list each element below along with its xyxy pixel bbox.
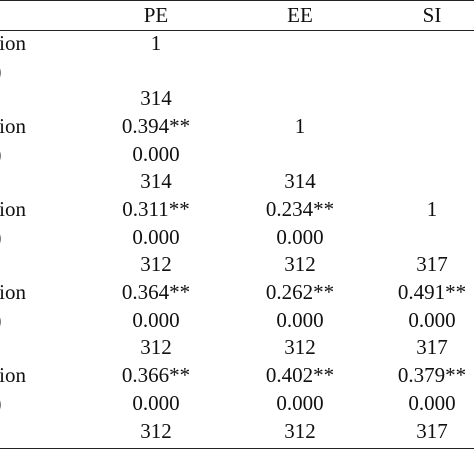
ee-n-2: 314 bbox=[284, 169, 316, 193]
ee-r-5: 0.402** bbox=[265, 363, 335, 387]
pe-n-5: 312 bbox=[140, 419, 172, 443]
row-label-3-correlation: ation bbox=[0, 197, 26, 221]
si-r-5: 0.379** bbox=[397, 363, 467, 387]
si-n-5: 317 bbox=[416, 419, 448, 443]
column-header-pe: PE bbox=[143, 3, 169, 27]
ee-sig-4: 0.000 bbox=[276, 308, 324, 332]
ee-sig-3: 0.000 bbox=[276, 225, 324, 249]
pe-n-2: 314 bbox=[140, 169, 172, 193]
pe-sig-4: 0.000 bbox=[132, 308, 180, 332]
row-label-3-sig: d) bbox=[0, 227, 2, 248]
pe-sig-2: 0.000 bbox=[132, 142, 180, 166]
pe-r-5: 0.366** bbox=[121, 363, 191, 387]
table-top-rule bbox=[0, 0, 474, 1]
column-header-ee: EE bbox=[287, 3, 313, 27]
row-label-2-sig: d) bbox=[0, 144, 2, 165]
pe-r-2: 0.394** bbox=[121, 114, 191, 138]
si-r-3: 1 bbox=[426, 197, 438, 221]
si-r-4: 0.491** bbox=[397, 280, 467, 304]
table-header-rule bbox=[0, 30, 474, 31]
pe-r-4: 0.364** bbox=[121, 280, 191, 304]
ee-sig-5: 0.000 bbox=[276, 391, 324, 415]
pe-sig-5: 0.000 bbox=[132, 391, 180, 415]
pe-n-4: 312 bbox=[140, 335, 172, 359]
ee-r-2: 1 bbox=[294, 114, 306, 138]
column-header-si: SI bbox=[422, 3, 442, 27]
pe-r-1: 1 bbox=[150, 31, 162, 55]
ee-n-4: 312 bbox=[284, 335, 316, 359]
si-n-3: 317 bbox=[416, 252, 448, 276]
si-sig-4: 0.000 bbox=[408, 308, 456, 332]
si-n-4: 317 bbox=[416, 335, 448, 359]
pe-sig-3: 0.000 bbox=[132, 225, 180, 249]
row-label-1-correlation: ation bbox=[0, 31, 26, 55]
pe-n-3: 312 bbox=[140, 252, 172, 276]
table-bottom-rule bbox=[0, 448, 474, 449]
si-sig-5: 0.000 bbox=[408, 391, 456, 415]
ee-n-3: 312 bbox=[284, 252, 316, 276]
row-label-4-sig: d) bbox=[0, 310, 2, 331]
pe-r-3: 0.311** bbox=[122, 197, 190, 221]
ee-r-3: 0.234** bbox=[265, 197, 335, 221]
row-label-1-sig: d) bbox=[0, 61, 2, 82]
ee-r-4: 0.262** bbox=[265, 280, 335, 304]
ee-n-5: 312 bbox=[284, 419, 316, 443]
row-label-5-correlation: ation bbox=[0, 363, 26, 387]
row-label-4-correlation: ation bbox=[0, 280, 26, 304]
row-label-2-correlation: ation bbox=[0, 114, 26, 138]
row-label-5-sig: d) bbox=[0, 393, 2, 414]
pe-n-1: 314 bbox=[140, 86, 172, 110]
